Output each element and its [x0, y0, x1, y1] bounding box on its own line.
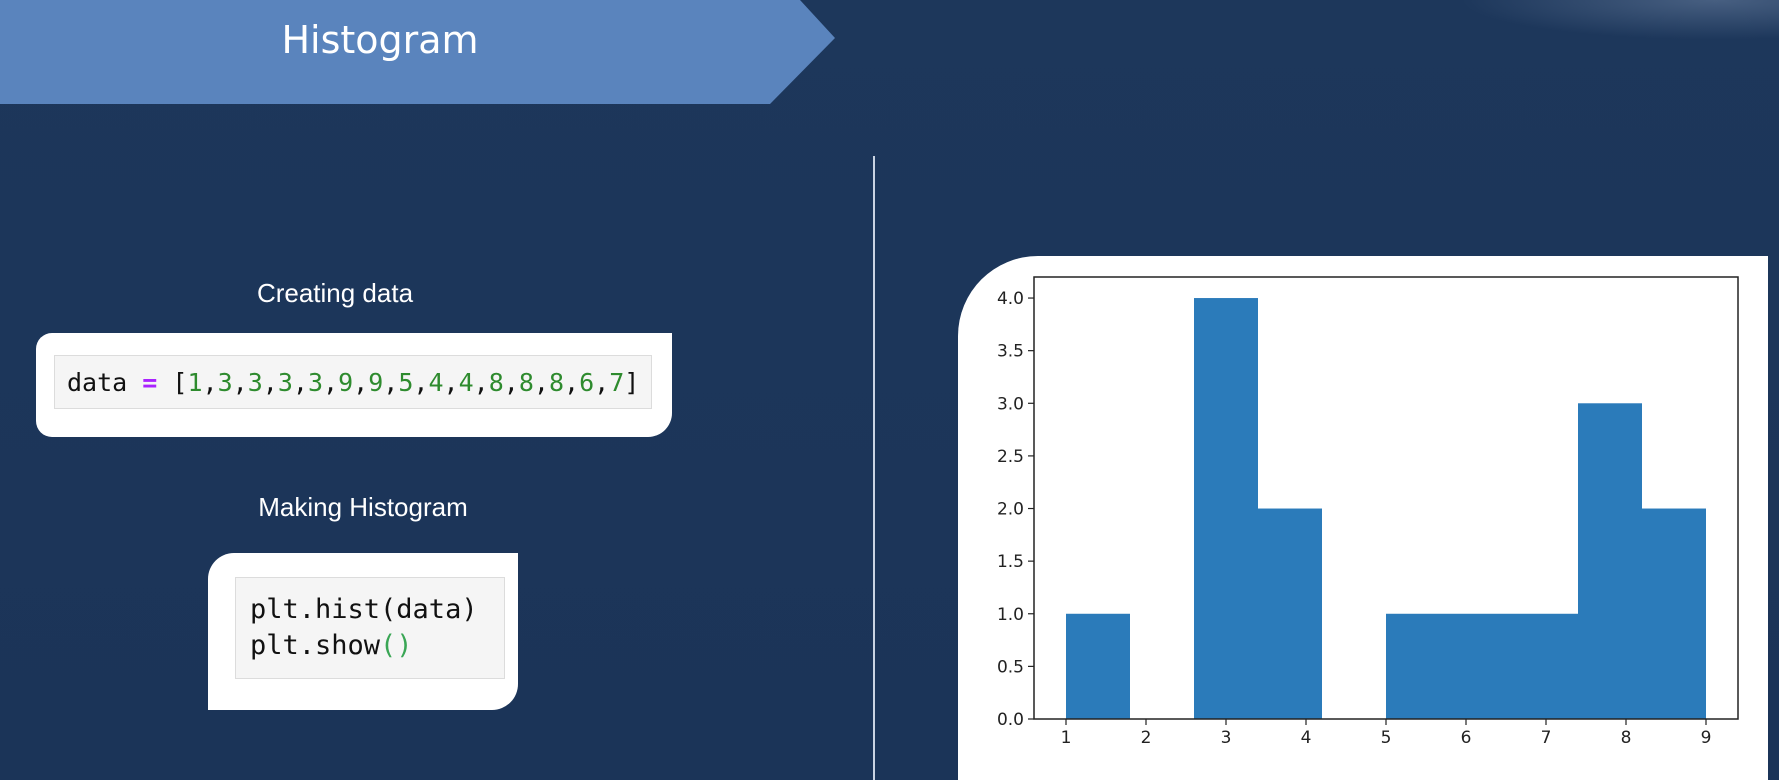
top-right-glow: [1459, 0, 1779, 40]
code-close-bracket: ]: [624, 368, 640, 397]
code-value: 8: [488, 368, 504, 397]
histogram-code-card: plt.hist(data) plt.show(): [208, 553, 518, 710]
code-value: 5: [398, 368, 414, 397]
histogram-bar: [1642, 508, 1706, 719]
code-comma: ,: [292, 368, 308, 397]
code-comma: ,: [443, 368, 459, 397]
code-variable: data: [67, 368, 128, 397]
code-comma: ,: [594, 368, 610, 397]
code-comma: ,: [262, 368, 278, 397]
y-tick-label: 3.0: [997, 394, 1024, 414]
x-tick-label: 9: [1701, 728, 1712, 748]
x-tick-label: 8: [1621, 728, 1632, 748]
code-values: 1,3,3,3,3,9,9,5,4,4,8,8,8,6,7: [187, 368, 624, 397]
y-tick-label: 0.5: [997, 657, 1024, 677]
histogram-bar: [1578, 403, 1642, 719]
code-value: 9: [368, 368, 384, 397]
x-tick-label: 7: [1541, 728, 1552, 748]
code-value: 9: [338, 368, 354, 397]
histogram-code-cell: plt.hist(data) plt.show(): [235, 577, 505, 679]
title-banner: [0, 0, 835, 104]
page-title: Histogram: [281, 18, 479, 62]
code-value: 1: [187, 368, 203, 397]
y-tick-label: 1.0: [997, 605, 1024, 625]
histogram-bar: [1066, 613, 1130, 719]
histogram-chart: 0.0 0.5 1.0 1.5 2.0 2.5 3.0 3.5 4.0 1 2 3 4 5 6 7 8 9: [997, 276, 1739, 748]
code-comma: ,: [383, 368, 399, 397]
code-comma: ,: [503, 368, 519, 397]
x-tick-label: 6: [1461, 728, 1472, 748]
code-value: 3: [247, 368, 263, 397]
y-tick-label: 2.5: [997, 447, 1024, 467]
code-line-hist: plt.hist(data): [250, 594, 478, 625]
histogram-bar: [1194, 298, 1258, 719]
code-comma: ,: [232, 368, 248, 397]
y-tick-label: 4.0: [997, 289, 1024, 309]
y-tick-label: 0.0: [997, 710, 1024, 730]
histogram-bar: [1258, 508, 1322, 719]
code-value: 8: [518, 368, 534, 397]
code-comma: ,: [413, 368, 429, 397]
code-comma: ,: [564, 368, 580, 397]
y-tick-label: 1.5: [997, 552, 1024, 572]
vertical-divider: [873, 156, 875, 780]
chart-card: 0.0 0.5 1.0 1.5 2.0 2.5 3.0 3.5 4.0 1 2 3 4 5 6 7 8 9: [958, 256, 1768, 780]
code-line-show: plt.show: [250, 630, 381, 661]
y-tick-label: 3.5: [997, 342, 1024, 362]
histogram-bar: [1514, 613, 1578, 719]
code-open-bracket: [: [172, 368, 188, 397]
code-value: 4: [428, 368, 444, 397]
code-comma: ,: [202, 368, 218, 397]
making-histogram-label: Making Histogram: [258, 492, 468, 522]
code-comma: ,: [323, 368, 339, 397]
x-tick-label: 2: [1141, 728, 1152, 748]
code-operator: =: [142, 368, 158, 397]
code-comma: ,: [473, 368, 489, 397]
code-value: 7: [609, 368, 625, 397]
histogram-bar: [1386, 613, 1450, 719]
x-tick-label: 3: [1221, 728, 1232, 748]
code-value: 3: [277, 368, 293, 397]
x-tick-label: 4: [1301, 728, 1312, 748]
creating-data-label: Creating data: [256, 278, 414, 308]
code-value: 6: [579, 368, 595, 397]
code-value: 4: [458, 368, 474, 397]
x-tick-label: 5: [1381, 728, 1392, 748]
code-value: 3: [307, 368, 324, 397]
code-value: 3: [217, 368, 233, 397]
code-value: 8: [548, 368, 565, 397]
code-comma: ,: [353, 368, 369, 397]
data-code-cell: data = [1,3,3,3,3,9,9,5,4,4,8,8,8,6,7]: [54, 355, 652, 409]
code-show-parens: (): [380, 630, 413, 661]
data-code-card: data = [1,3,3,3,3,9,9,5,4,4,8,8,8,6,7]: [36, 333, 672, 437]
code-comma: ,: [533, 368, 549, 397]
histogram-bar: [1450, 613, 1514, 719]
y-tick-label: 2.0: [997, 500, 1024, 520]
x-tick-label: 1: [1061, 728, 1072, 748]
